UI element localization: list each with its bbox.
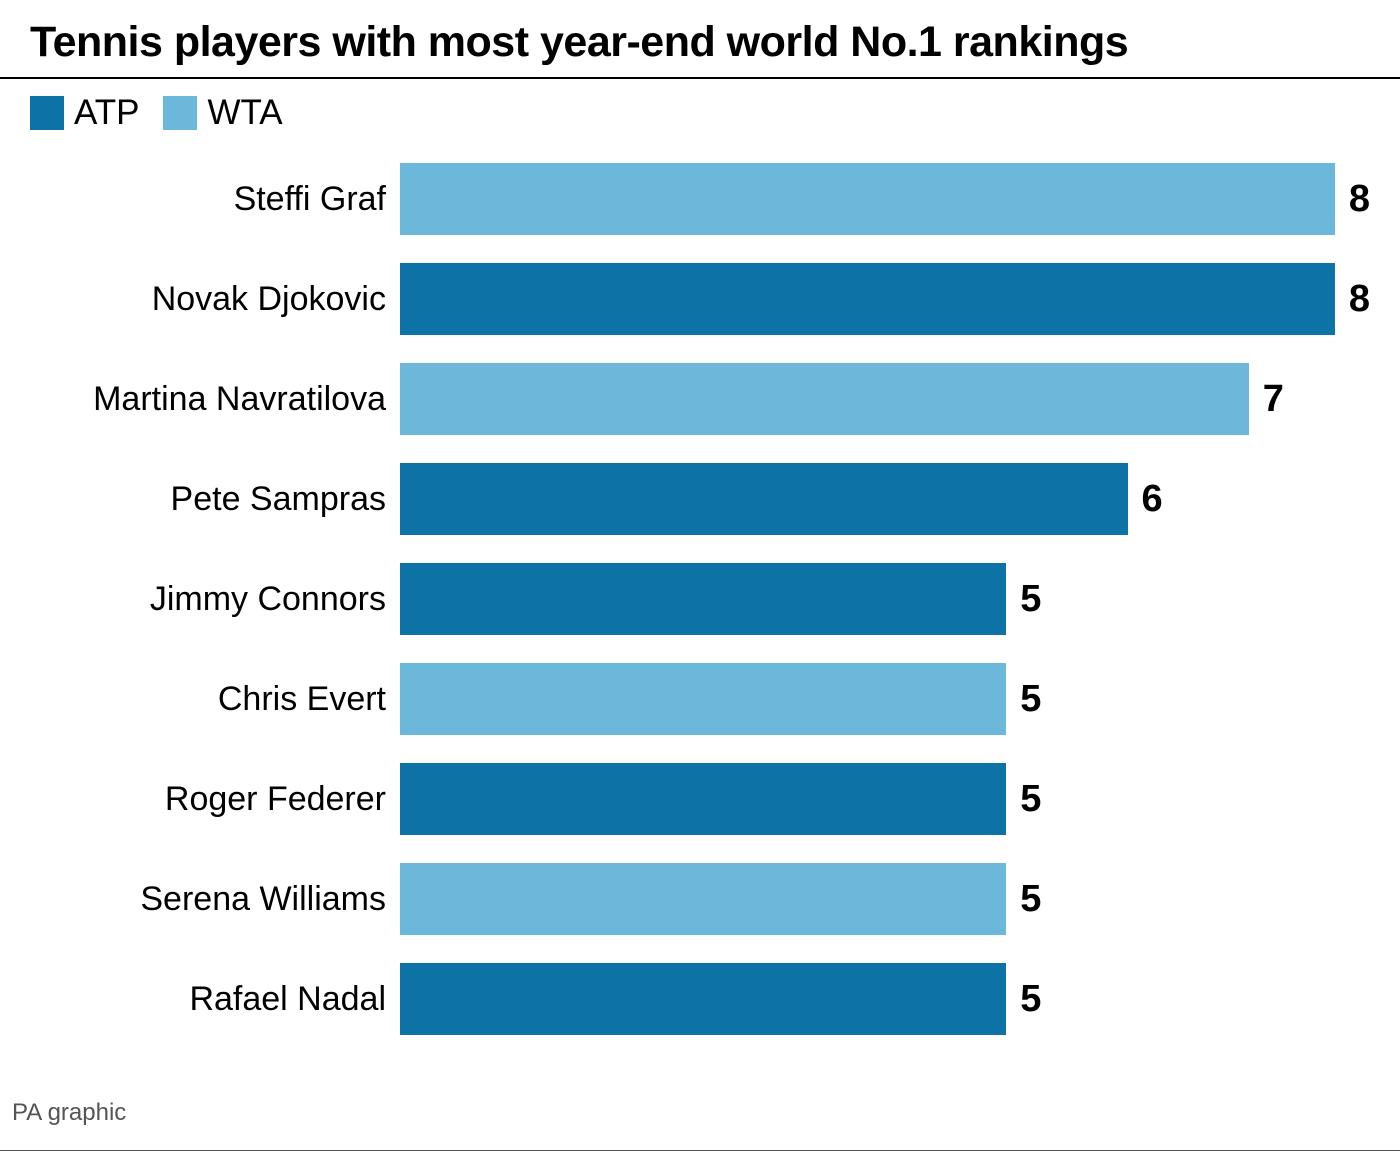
bar-value: 6 (1128, 478, 1163, 521)
chart-title: Tennis players with most year-end world … (30, 18, 1370, 67)
top-rule (0, 77, 1400, 79)
bar (400, 163, 1335, 235)
bar (400, 563, 1006, 635)
bar-row: Martina Navratilova 7 (30, 363, 1370, 435)
player-name: Jimmy Connors (30, 580, 400, 619)
bar-wrap: 5 (400, 963, 1370, 1035)
bar (400, 263, 1335, 335)
bar-value: 5 (1006, 978, 1041, 1021)
bar-value: 5 (1006, 578, 1041, 621)
legend-swatch-atp (30, 96, 64, 130)
player-name: Chris Evert (30, 680, 400, 719)
bar-wrap: 8 (400, 163, 1370, 235)
bar-row: Steffi Graf 8 (30, 163, 1370, 235)
bar-row: Jimmy Connors 5 (30, 563, 1370, 635)
bar (400, 663, 1006, 735)
legend-label-wta: WTA (207, 93, 282, 133)
player-name: Serena Williams (30, 880, 400, 919)
bar-value: 8 (1335, 278, 1370, 321)
bar-wrap: 5 (400, 863, 1370, 935)
legend-swatch-wta (163, 96, 197, 130)
bar (400, 763, 1006, 835)
player-name: Novak Djokovic (30, 280, 400, 319)
bar-row: Roger Federer 5 (30, 763, 1370, 835)
bar-row: Rafael Nadal 5 (30, 963, 1370, 1035)
player-name: Steffi Graf (30, 180, 400, 219)
bar-value: 5 (1006, 778, 1041, 821)
bar-wrap: 5 (400, 563, 1370, 635)
bar-row: Serena Williams 5 (30, 863, 1370, 935)
bar (400, 463, 1128, 535)
bar (400, 363, 1249, 435)
player-name: Rafael Nadal (30, 980, 400, 1019)
bar-wrap: 6 (400, 463, 1370, 535)
bar-chart: Steffi Graf 8 Novak Djokovic 8 Martina Navra… (30, 163, 1370, 1035)
bar (400, 963, 1006, 1035)
bar-value: 7 (1249, 378, 1284, 421)
bar-wrap: 5 (400, 663, 1370, 735)
bar-value: 5 (1006, 878, 1041, 921)
bar-row: Chris Evert 5 (30, 663, 1370, 735)
credit-line: PA graphic (12, 1099, 126, 1127)
chart-container: Tennis players with most year-end world … (0, 0, 1400, 1163)
bar-wrap: 5 (400, 763, 1370, 835)
player-name: Pete Sampras (30, 480, 400, 519)
bar-value: 5 (1006, 678, 1041, 721)
bar-row: Pete Sampras 6 (30, 463, 1370, 535)
bar (400, 863, 1006, 935)
player-name: Martina Navratilova (30, 380, 400, 419)
bottom-rule (0, 1150, 1400, 1151)
bar-value: 8 (1335, 178, 1370, 221)
bar-wrap: 7 (400, 363, 1370, 435)
player-name: Roger Federer (30, 780, 400, 819)
bar-wrap: 8 (400, 263, 1370, 335)
legend: ATP WTA (30, 93, 1370, 133)
legend-label-atp: ATP (74, 93, 139, 133)
bar-row: Novak Djokovic 8 (30, 263, 1370, 335)
